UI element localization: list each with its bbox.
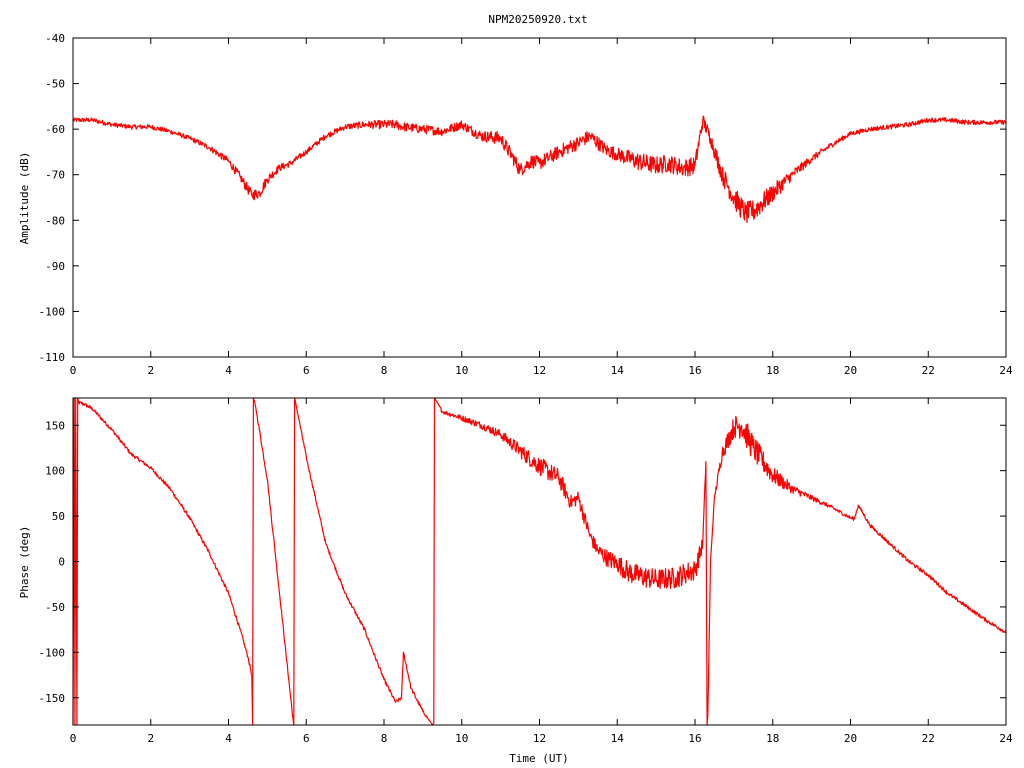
phase-y-tick-label: 150 <box>45 419 65 432</box>
amplitude-plot-frame <box>72 37 1007 358</box>
phase-x-tick-label: 10 <box>455 732 468 745</box>
amplitude-y-tick-label: -90 <box>45 260 65 273</box>
phase-x-tick-label: 20 <box>844 732 857 745</box>
amplitude-y-label: Amplitude (dB) <box>18 152 31 245</box>
amplitude-y-tick-label: -70 <box>45 169 65 182</box>
phase-x-axis: 0 2 4 6 8 10 12 14 16 18 20 22 24 <box>70 398 1013 745</box>
phase-panel: 0 2 4 6 8 10 12 14 16 18 20 22 24 150100500-50-100-1… <box>18 397 1013 765</box>
phase-x-label: Time (UT) <box>509 752 569 765</box>
amplitude-y-tick-label: -100 <box>39 305 66 318</box>
amplitude-x-tick-label: 22 <box>922 364 935 377</box>
amplitude-panel: 0 2 4 6 8 10 12 14 16 18 20 22 24 -40-50-60-70-80-90… <box>18 32 1013 377</box>
phase-y-tick-label: -150 <box>39 692 66 705</box>
phase-x-tick-label: 2 <box>147 732 154 745</box>
amplitude-x-tick-label: 2 <box>147 364 154 377</box>
phase-series-line <box>72 397 1007 726</box>
amplitude-y-tick-label: -40 <box>45 32 65 45</box>
phase-x-tick-label: 16 <box>688 732 701 745</box>
amplitude-y-tick-label: -110 <box>39 351 66 364</box>
phase-x-tick-label: 22 <box>922 732 935 745</box>
phase-series-path <box>72 397 1007 726</box>
amplitude-y-axis: -40 -50 -60 -70 -80 -90 -100 -110 <box>39 32 1006 364</box>
amplitude-y-tick-label: -50 <box>45 78 65 91</box>
phase-x-tick-label: 24 <box>999 732 1013 745</box>
phase-x-tick-label: 18 <box>766 732 779 745</box>
amplitude-x-tick-label: 24 <box>999 364 1013 377</box>
amplitude-x-axis: 0 2 4 6 8 10 12 14 16 18 20 22 24 <box>70 38 1013 377</box>
phase-x-tick-label: 0 <box>70 732 77 745</box>
amplitude-x-tick-label: 0 <box>70 364 77 377</box>
amplitude-y-tick-label: -80 <box>45 214 65 227</box>
amplitude-x-tick-label: 16 <box>688 364 701 377</box>
amplitude-x-tick-label: 20 <box>844 364 857 377</box>
phase-x-tick-label: 6 <box>303 732 310 745</box>
phase-x-tick-label: 8 <box>381 732 388 745</box>
phase-x-tick-label: 14 <box>611 732 625 745</box>
phase-y-tick-label: -50 <box>45 601 65 614</box>
amplitude-x-tick-label: 18 <box>766 364 779 377</box>
phase-y-tick-label: 50 <box>52 510 65 523</box>
phase-y-label: Phase (deg) <box>18 526 31 599</box>
amplitude-y-tick-label: -60 <box>45 123 65 136</box>
phase-y-tick-label: 100 <box>45 465 65 478</box>
phase-x-tick-label: 4 <box>225 732 232 745</box>
amplitude-x-tick-label: 14 <box>611 364 625 377</box>
chart-title: NPM20250920.txt <box>488 13 587 26</box>
phase-y-tick-label: 0 <box>58 556 65 569</box>
amplitude-series-path <box>72 115 1007 224</box>
amplitude-x-tick-label: 8 <box>381 364 388 377</box>
phase-y-axis: 150 100 50 0 -50 -100 -150 <box>39 419 1006 705</box>
phase-x-tick-label: 12 <box>533 732 546 745</box>
amplitude-x-tick-label: 10 <box>455 364 468 377</box>
amplitude-series-line <box>72 115 1007 224</box>
phase-y-tick-label: -100 <box>39 646 66 659</box>
amplitude-x-tick-label: 12 <box>533 364 546 377</box>
amplitude-x-tick-label: 6 <box>303 364 310 377</box>
amplitude-x-tick-label: 4 <box>225 364 232 377</box>
